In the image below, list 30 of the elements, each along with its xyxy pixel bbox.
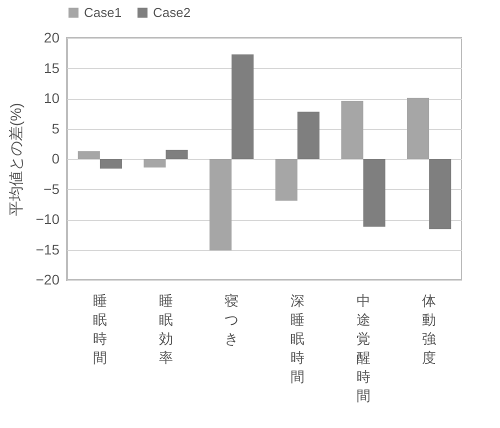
x-tick-label: 寝つき bbox=[224, 292, 239, 346]
legend-label: Case2 bbox=[153, 4, 191, 20]
bar bbox=[144, 159, 166, 168]
y-tick-label: −15 bbox=[36, 241, 60, 258]
bar bbox=[363, 159, 386, 227]
bar bbox=[429, 159, 452, 230]
x-tick-label: 睡眠時間 bbox=[92, 292, 107, 366]
bar bbox=[166, 150, 188, 159]
bar bbox=[232, 54, 254, 159]
bar bbox=[100, 159, 122, 169]
bar bbox=[210, 159, 232, 250]
x-tick-label: 睡眠効率 bbox=[158, 292, 173, 366]
x-tick-label: 中途覚醒時間 bbox=[356, 292, 370, 404]
bar bbox=[407, 98, 430, 159]
x-tick-label: 深睡眠時間 bbox=[290, 292, 304, 384]
legend-label: Case1 bbox=[84, 4, 122, 20]
y-tick-label: 20 bbox=[44, 30, 60, 46]
bar bbox=[341, 100, 364, 159]
y-tick-label: 0 bbox=[52, 150, 60, 166]
x-tick-label: 体動強度 bbox=[422, 292, 436, 366]
bar bbox=[297, 112, 320, 159]
y-tick-label: 15 bbox=[44, 60, 60, 76]
bar bbox=[275, 159, 298, 201]
y-tick-label: 5 bbox=[52, 120, 60, 136]
bar bbox=[78, 151, 100, 159]
y-tick-label: 10 bbox=[44, 90, 60, 106]
y-tick-label: −10 bbox=[36, 211, 60, 227]
y-tick-label: −20 bbox=[36, 272, 60, 288]
y-tick-label: −5 bbox=[44, 180, 60, 197]
y-axis-title: 平均値との差(%) bbox=[8, 102, 25, 216]
